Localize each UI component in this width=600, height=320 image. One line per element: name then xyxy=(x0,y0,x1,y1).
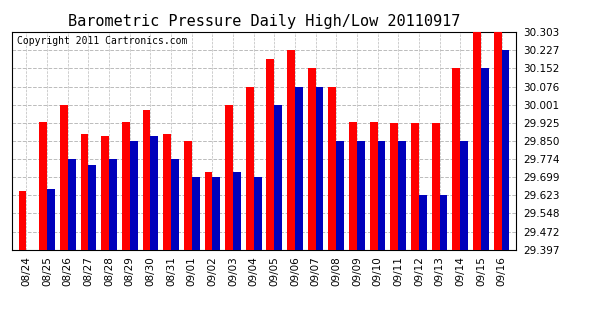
Bar xyxy=(60,105,68,250)
Bar xyxy=(266,59,274,250)
Bar xyxy=(143,109,151,250)
Bar xyxy=(473,32,481,250)
Bar xyxy=(225,105,233,250)
Bar xyxy=(502,50,509,250)
Bar xyxy=(494,32,502,250)
Bar xyxy=(411,123,419,250)
Bar xyxy=(130,141,137,250)
Bar xyxy=(349,122,357,250)
Bar xyxy=(205,172,212,250)
Bar xyxy=(391,123,398,250)
Bar xyxy=(101,136,109,250)
Bar xyxy=(432,123,440,250)
Bar xyxy=(287,50,295,250)
Bar xyxy=(212,177,220,250)
Bar xyxy=(122,122,130,250)
Bar xyxy=(109,159,117,250)
Bar xyxy=(88,165,96,250)
Bar xyxy=(19,191,26,250)
Bar xyxy=(47,189,55,250)
Bar xyxy=(440,195,448,250)
Bar xyxy=(460,141,468,250)
Bar xyxy=(254,177,262,250)
Bar xyxy=(151,136,158,250)
Bar xyxy=(163,133,171,250)
Bar xyxy=(398,141,406,250)
Bar xyxy=(68,159,76,250)
Bar xyxy=(171,159,179,250)
Bar xyxy=(377,141,385,250)
Bar xyxy=(295,86,303,250)
Bar xyxy=(233,172,241,250)
Bar xyxy=(370,122,377,250)
Bar xyxy=(336,141,344,250)
Bar xyxy=(419,195,427,250)
Bar xyxy=(39,122,47,250)
Bar xyxy=(328,86,336,250)
Bar xyxy=(452,68,460,250)
Bar xyxy=(184,141,192,250)
Bar xyxy=(316,86,323,250)
Bar xyxy=(246,86,254,250)
Bar xyxy=(481,68,489,250)
Text: Copyright 2011 Cartronics.com: Copyright 2011 Cartronics.com xyxy=(17,36,187,46)
Bar xyxy=(357,141,365,250)
Bar xyxy=(308,68,316,250)
Bar xyxy=(80,133,88,250)
Bar xyxy=(274,105,282,250)
Bar xyxy=(192,177,200,250)
Title: Barometric Pressure Daily High/Low 20110917: Barometric Pressure Daily High/Low 20110… xyxy=(68,14,460,29)
